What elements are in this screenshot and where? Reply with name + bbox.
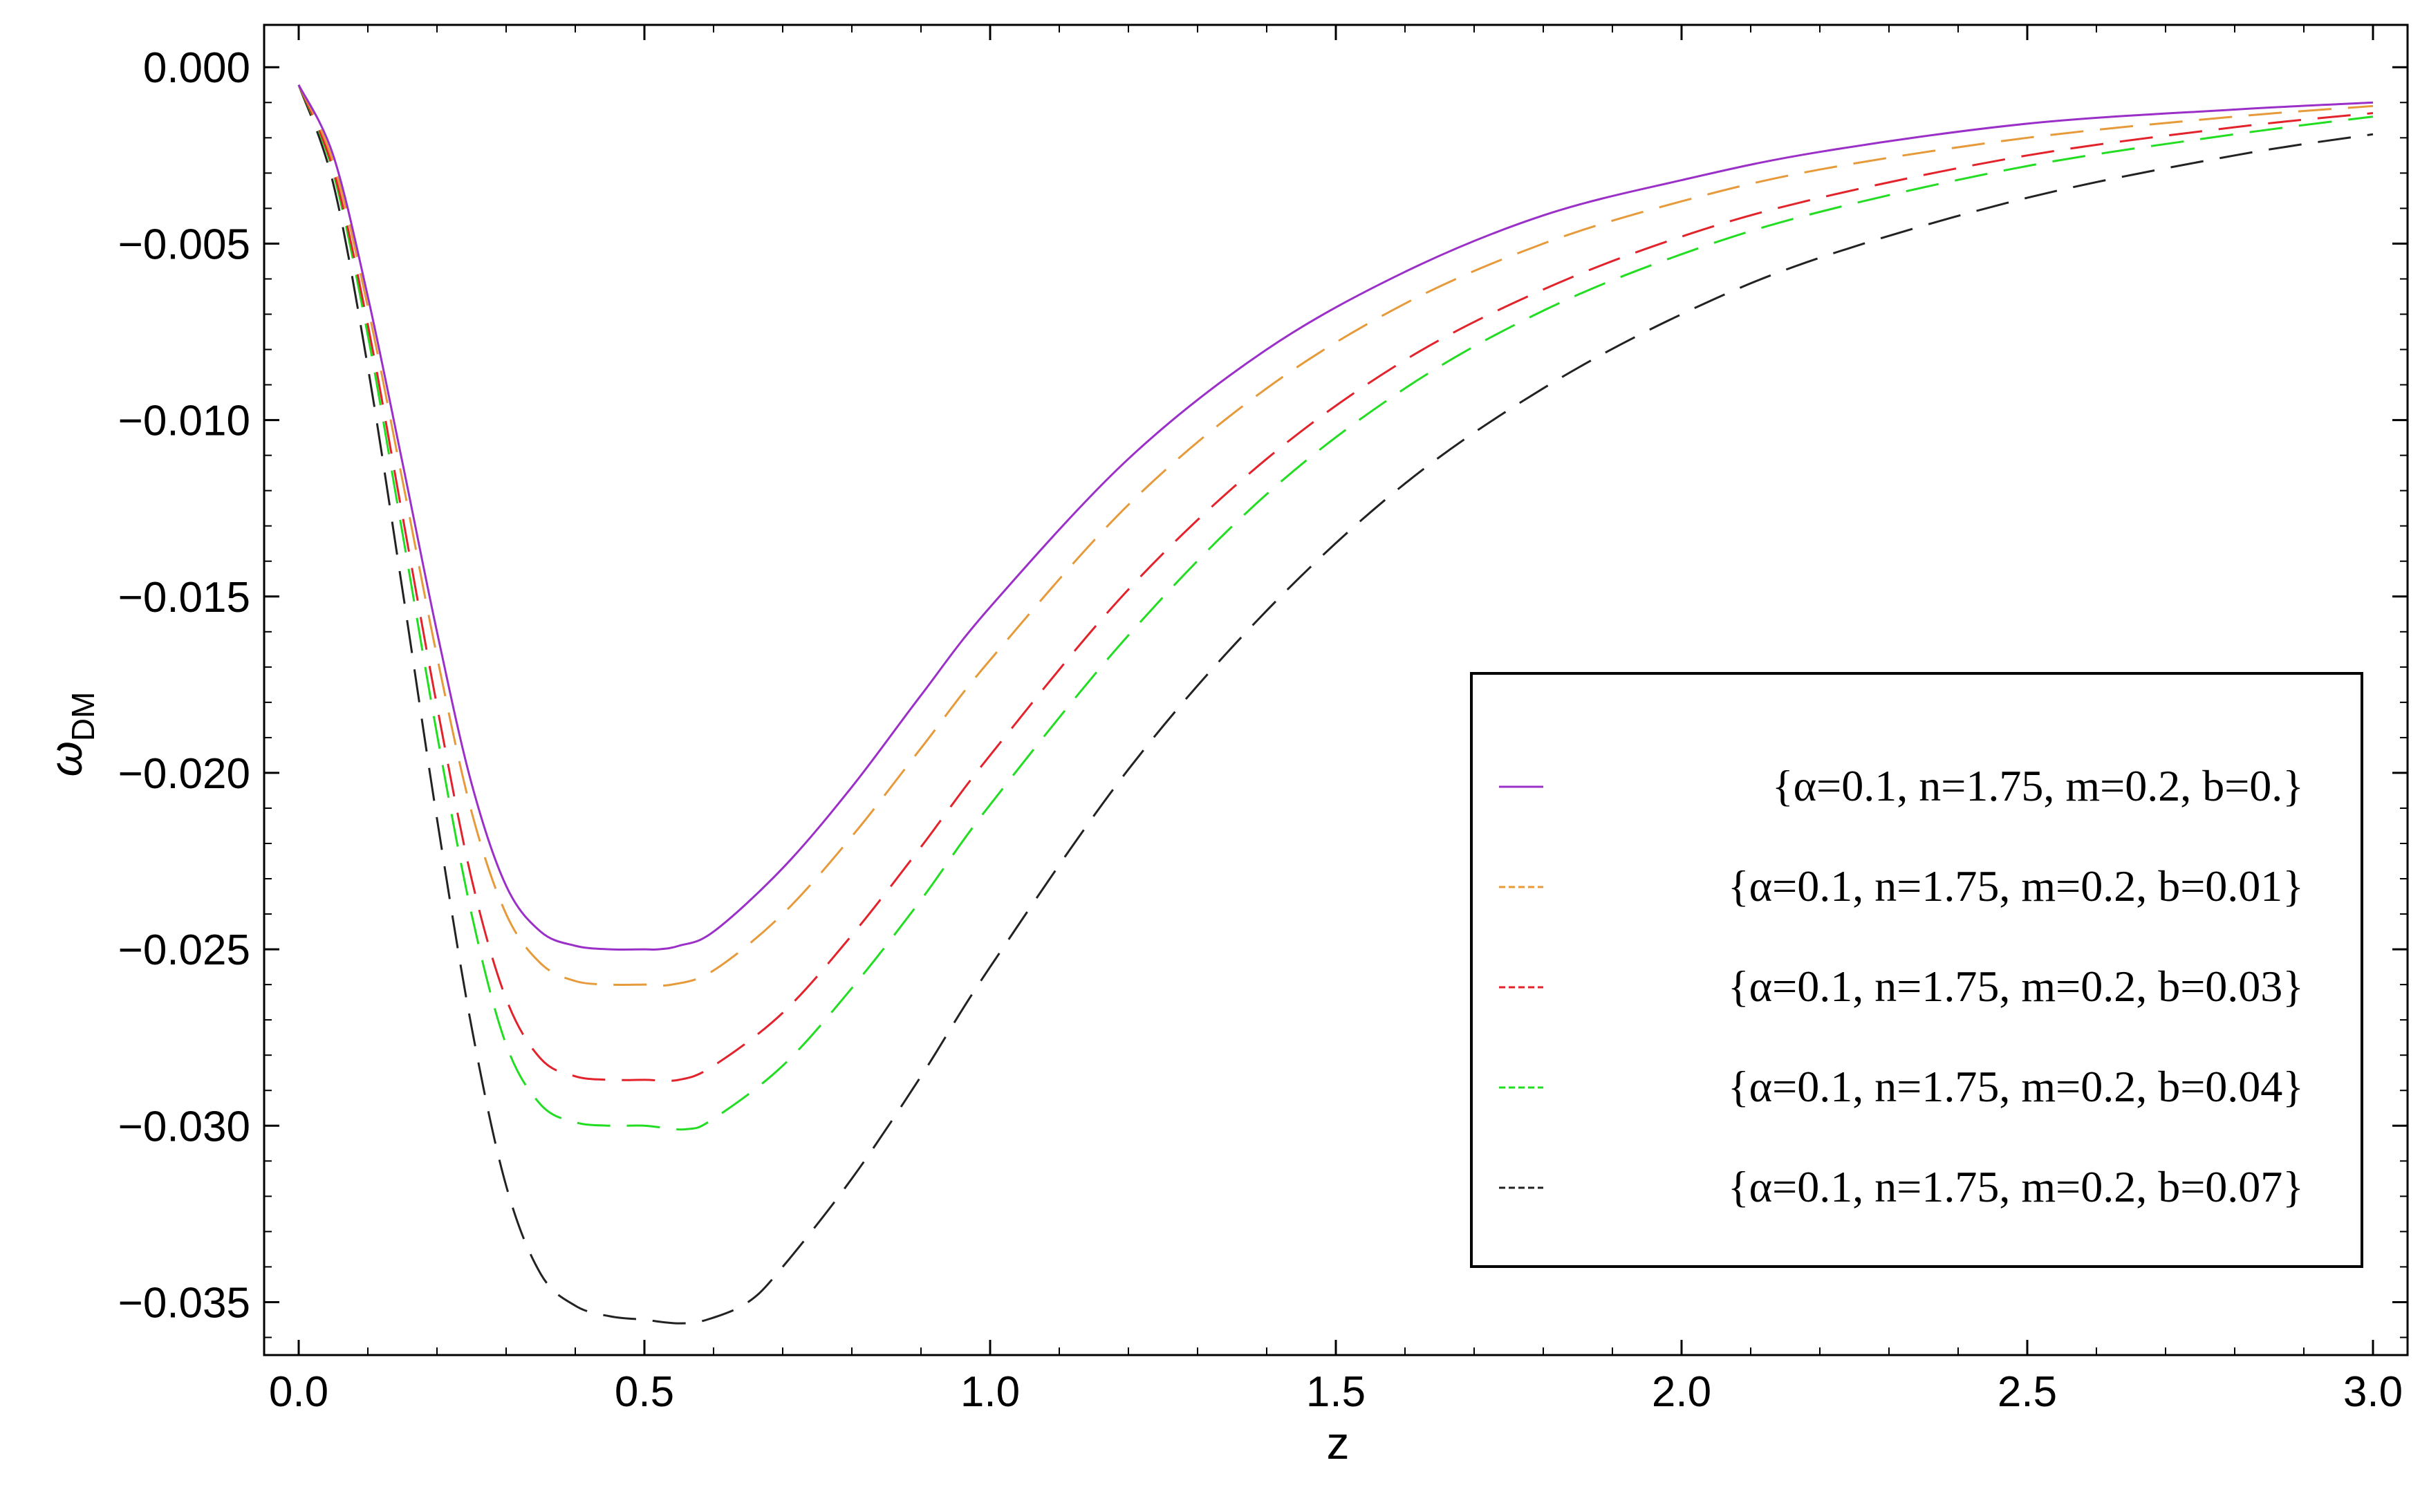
y-axis-title-symbol: ω bbox=[40, 741, 91, 776]
series-line-4 bbox=[297, 84, 2374, 1325]
x-tick-label: 2.0 bbox=[1652, 1368, 1711, 1416]
x-tick-label: 2.5 bbox=[1998, 1368, 2057, 1416]
x-tick-label: 0.5 bbox=[615, 1368, 674, 1416]
legend-box bbox=[1470, 672, 2363, 1268]
x-tick-label: 1.5 bbox=[1306, 1368, 1366, 1416]
x-tick-label: 1.0 bbox=[960, 1368, 1020, 1416]
legend-items: {α=0.1, n=1.75, m=0.2, b=0.} {α=0.1, n=1.… bbox=[1499, 761, 2304, 1211]
series-layer bbox=[297, 84, 2374, 1325]
x-axis-title: z bbox=[1327, 1417, 1350, 1468]
y-tick-label: −0.035 bbox=[118, 1279, 250, 1327]
y-tick-label: 0.000 bbox=[143, 44, 250, 92]
axis-ticks bbox=[264, 25, 2408, 1355]
legend-label: {α=0.1, n=1.75, m=0.2, b=0.03} bbox=[1728, 962, 2304, 1011]
svg-text:ωDM: ωDM bbox=[40, 692, 101, 777]
series-line-2 bbox=[297, 84, 2374, 1082]
series-line-0 bbox=[297, 84, 2374, 951]
series-line-3 bbox=[297, 84, 2374, 1131]
y-axis-title: ωDM bbox=[40, 692, 101, 777]
legend: {α=0.1, n=1.75, m=0.2, b=0.} {α=0.1, n=1.… bbox=[1470, 672, 2363, 1268]
y-tick-label: −0.020 bbox=[118, 750, 250, 798]
legend-label: {α=0.1, n=1.75, m=0.2, b=0.04} bbox=[1728, 1062, 2304, 1111]
x-tick-label: 0.0 bbox=[269, 1368, 328, 1416]
axis-tick-labels: 0.0 0.5 1.0 1.5 2.0 2.5 3.0 0.000 −0.005 −0.010 −0… bbox=[118, 44, 2403, 1416]
legend-label: {α=0.1, n=1.75, m=0.2, b=0.07} bbox=[1728, 1162, 2304, 1211]
x-tick-label: 3.0 bbox=[2343, 1368, 2403, 1416]
series-line-1 bbox=[297, 84, 2374, 987]
y-tick-label: −0.025 bbox=[118, 926, 250, 974]
y-tick-label: −0.030 bbox=[118, 1103, 250, 1150]
legend-label: {α=0.1, n=1.75, m=0.2, b=0.} bbox=[1772, 761, 2304, 810]
y-tick-label: −0.015 bbox=[118, 574, 250, 622]
y-tick-label: −0.005 bbox=[118, 221, 250, 268]
y-axis-title-subscript: DM bbox=[65, 692, 101, 742]
y-tick-label: −0.010 bbox=[118, 398, 250, 445]
legend-label: {α=0.1, n=1.75, m=0.2, b=0.01} bbox=[1728, 861, 2304, 911]
